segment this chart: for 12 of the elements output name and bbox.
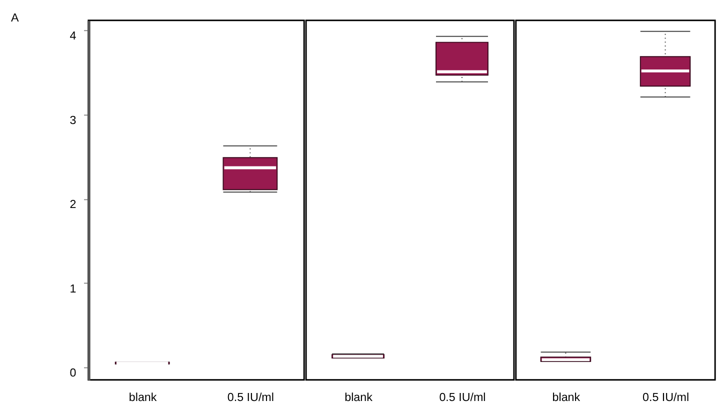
y-tick-label: 4: [70, 30, 77, 43]
y-tick-label: 3: [70, 114, 76, 127]
x-tick-label: blank: [552, 390, 580, 404]
y-tick-label: 1: [70, 282, 76, 296]
y-tick-label: 2: [70, 198, 76, 212]
x-tick-label: 0.5 IU/ml: [227, 390, 274, 404]
y-tick-label: 0: [70, 366, 77, 380]
x-tick-label: blank: [128, 390, 157, 404]
chart-title: A: [11, 11, 20, 24]
x-tick-label: blank: [344, 390, 373, 404]
x-tick-label: 0.5 IU/ml: [642, 390, 690, 404]
x-tick-label: 0.5 IU/ml: [439, 390, 486, 404]
